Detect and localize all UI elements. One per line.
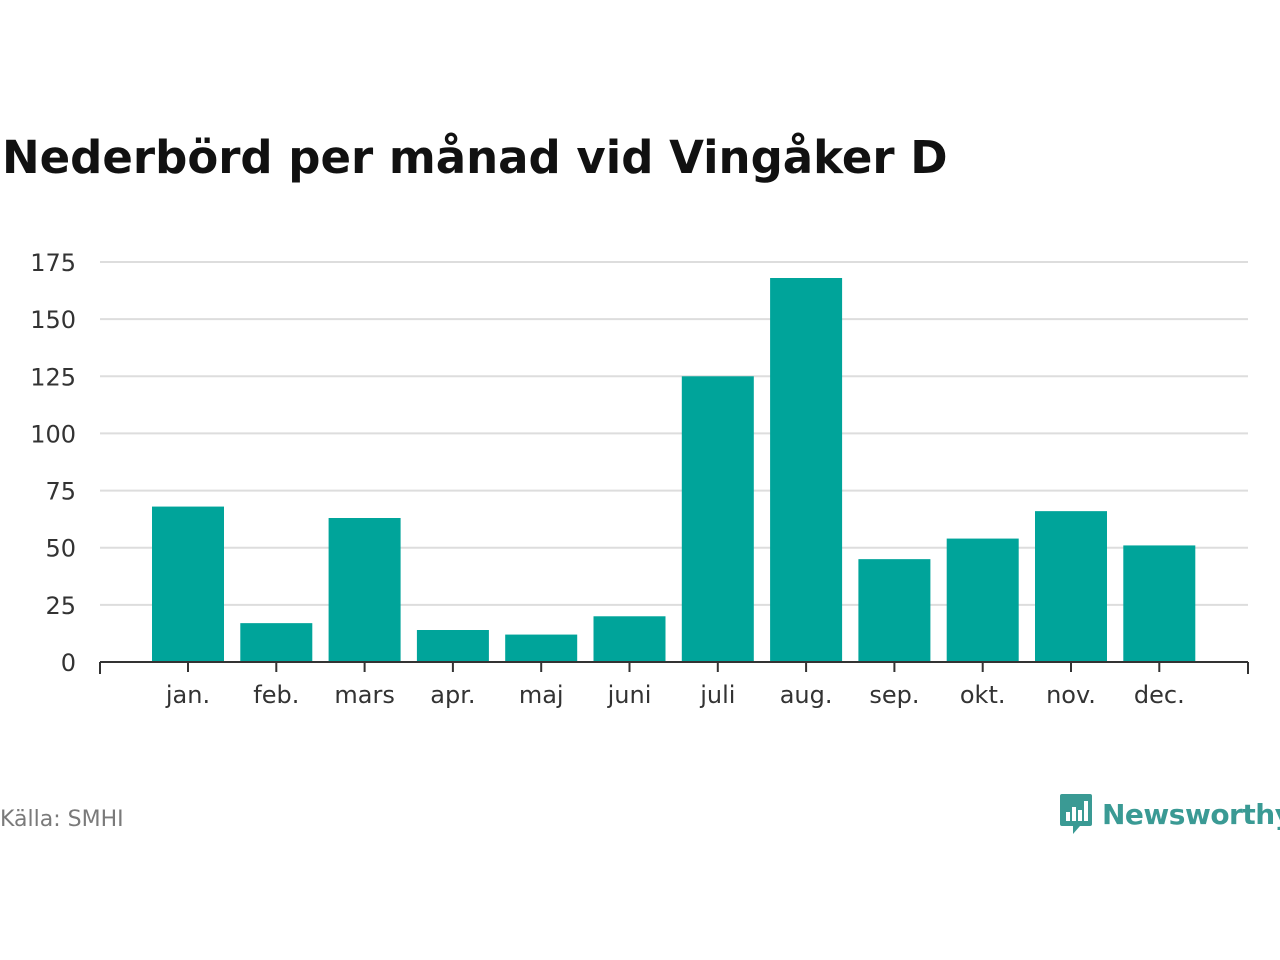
bar [505, 634, 578, 662]
bar [1123, 545, 1196, 662]
bar [328, 518, 401, 662]
y-tick-label: 150 [30, 306, 76, 334]
bar [946, 538, 1019, 662]
y-tick-label: 100 [30, 420, 76, 448]
y-tick-label: 25 [45, 592, 76, 620]
bar [681, 376, 754, 662]
bar [858, 559, 931, 662]
bars [152, 278, 1196, 662]
x-axis-tick-labels: jan. feb. mars apr. maj juni juli aug. sep. okt. n… [165, 681, 1185, 709]
y-tick-label: 50 [45, 535, 76, 563]
y-axis-tick-labels: 0 25 50 75 100 125 150 175 [30, 249, 76, 677]
bar [1035, 511, 1107, 662]
x-tick-label: okt. [960, 681, 1006, 709]
y-tick-label: 75 [45, 478, 76, 506]
chart-bubble-icon [1060, 794, 1092, 834]
x-tick-label: apr. [430, 681, 475, 709]
x-tick-label: nov. [1046, 681, 1096, 709]
y-tick-label: 125 [30, 363, 76, 391]
x-tick-label: sep. [869, 681, 919, 709]
gridlines [100, 261, 1248, 606]
bar [770, 278, 843, 662]
bar [240, 623, 313, 662]
x-tick-label: jan. [165, 681, 210, 709]
x-tick-label: dec. [1134, 681, 1185, 709]
y-tick-label: 0 [61, 649, 76, 677]
y-tick-label: 175 [30, 249, 76, 277]
x-tick-label: feb. [253, 681, 299, 709]
brand-logo: Newsworthy [1058, 791, 1280, 837]
bar [152, 506, 224, 662]
x-tick-label: mars [334, 681, 394, 709]
source-label: Källa: SMHI [0, 807, 124, 832]
x-tick-label: aug. [780, 681, 833, 709]
x-axis [99, 661, 1249, 674]
x-tick-label: juli [699, 681, 735, 709]
bar [416, 630, 489, 662]
x-tick-label: maj [519, 681, 564, 709]
brand-name: Newsworthy [1102, 797, 1280, 831]
bar [593, 616, 666, 662]
chart-title: Nederbörd per månad vid Vingåker D [2, 131, 948, 184]
x-tick-label: juni [607, 681, 652, 709]
